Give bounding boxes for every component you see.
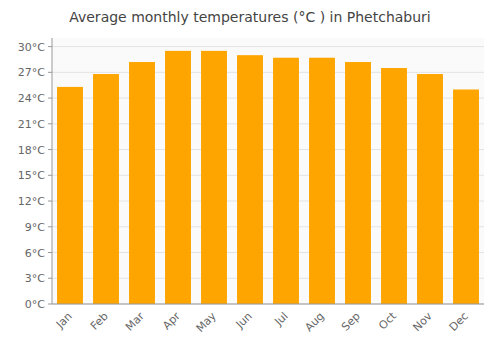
y-tick	[48, 201, 52, 202]
y-tick	[48, 304, 52, 305]
bar	[381, 68, 407, 304]
bar	[165, 51, 191, 304]
x-tick-label: Jan	[53, 310, 75, 332]
x-tick-label: Aug	[302, 310, 326, 334]
axes	[52, 38, 484, 304]
bar	[453, 89, 479, 304]
grid-line	[52, 46, 484, 47]
y-tick-label: 24°C	[18, 92, 45, 105]
page: {"chart_data": {"type": "bar", "title": …	[0, 0, 500, 350]
y-axis-line	[52, 38, 53, 304]
x-tick-label: Oct	[376, 309, 399, 332]
bar	[309, 58, 335, 304]
bar	[417, 74, 443, 304]
y-tick	[48, 149, 52, 150]
x-tick-label: Dec	[447, 310, 471, 334]
bar	[345, 62, 371, 304]
bar	[273, 58, 299, 304]
y-tick	[48, 226, 52, 227]
x-tick-label: Mar	[123, 309, 147, 333]
bar	[129, 62, 155, 304]
y-tick	[48, 252, 52, 253]
x-axis-line	[52, 304, 484, 305]
y-tick-labels: 0°C 3°C 6°C 9°C 12°C 15°C 18°C 21°C 24°C 27°C 30°C	[18, 41, 52, 311]
y-tick-label: 3°C	[25, 272, 45, 285]
y-tick-label: 27°C	[18, 66, 45, 79]
x-tick-label: Jun	[233, 310, 255, 332]
x-tick-labels: Jan Feb Mar Apr May Jun Jul Aug Sep Oct Nov Dec	[53, 309, 471, 335]
title: Average monthly temperatures (°C ) in Ph…	[69, 9, 431, 25]
y-grid	[52, 47, 484, 304]
x-tick-label: Sep	[339, 310, 363, 334]
y-tick-label: 12°C	[18, 195, 45, 208]
grid-line	[52, 72, 484, 73]
x-tick-label: Apr	[160, 309, 183, 332]
x-tick-label: Nov	[410, 309, 435, 334]
x-tick-label: Feb	[88, 310, 111, 333]
y-tick-label: 30°C	[18, 41, 45, 54]
bar	[201, 51, 227, 304]
y-tick-label: 9°C	[25, 221, 45, 234]
y-tick-label: 15°C	[18, 169, 45, 182]
y-tick-label: 18°C	[18, 144, 45, 157]
x-tick-label: Jul	[272, 310, 291, 329]
y-tick	[48, 278, 52, 279]
y-tick	[48, 72, 52, 73]
y-tick-label: 0°C	[25, 298, 45, 311]
bar	[237, 55, 263, 304]
bar	[57, 87, 83, 304]
plot-area	[52, 38, 484, 304]
y-tick-label: 6°C	[25, 247, 45, 260]
y-tick	[48, 46, 52, 47]
x-tick-label: May	[194, 309, 220, 335]
bars	[57, 51, 479, 304]
bar	[93, 74, 119, 304]
grid-line	[52, 304, 484, 305]
chart: 0°C 3°C 6°C 9°C 12°C 15°C 18°C 21°C 24°C 27°C 30°C…	[0, 0, 500, 350]
y-tick	[48, 175, 52, 176]
y-tick	[48, 98, 52, 99]
y-tick	[48, 123, 52, 124]
y-tick-label: 21°C	[18, 118, 45, 131]
